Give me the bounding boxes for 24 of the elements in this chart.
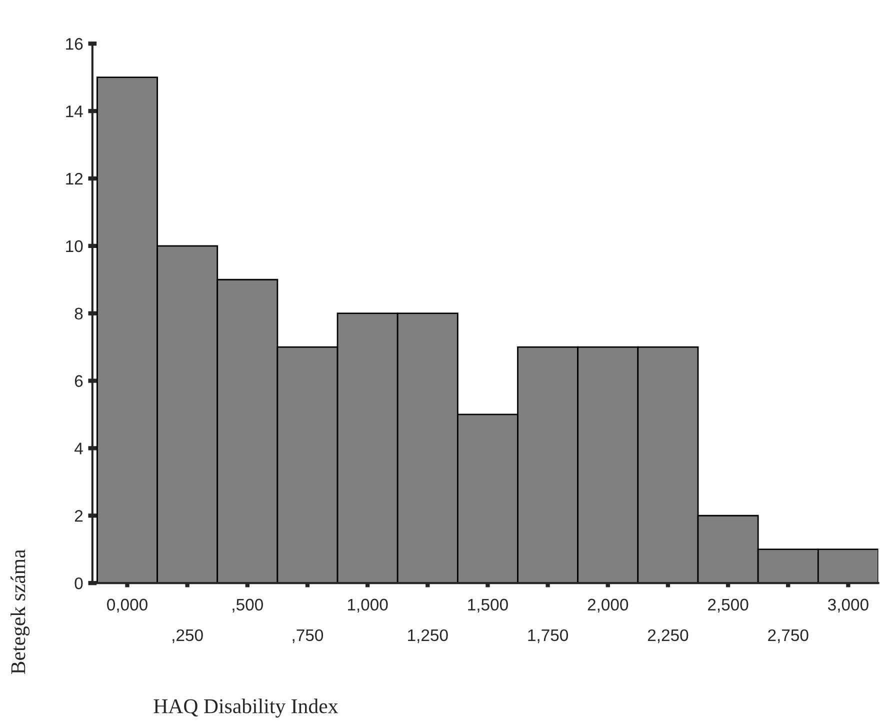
y-tick-label: 2: [74, 510, 83, 522]
x-tick-label: 3,000: [828, 598, 868, 613]
y-tick-label: 6: [74, 375, 83, 387]
y-tick-label: 14: [66, 106, 83, 118]
x-tick-label: 1,000: [348, 598, 388, 613]
x-tick-label: 2,500: [708, 598, 748, 613]
y-tick-label: 0: [74, 577, 83, 590]
y-tick-label: 4: [74, 442, 83, 454]
x-tick-label: 1,500: [468, 598, 508, 613]
x-tick-label: 1,250: [408, 629, 448, 644]
x-tick-label: 0,000: [107, 598, 148, 613]
x-axis-title: HAQ Disability Index: [154, 698, 338, 718]
x-tick-label: 2,250: [648, 629, 688, 644]
x-tick-label: ,750: [292, 629, 324, 644]
y-tick-label: 8: [74, 308, 83, 320]
y-tick-label: 16: [66, 38, 83, 50]
x-tick-label: ,250: [172, 629, 203, 644]
x-tick-label: 2,000: [588, 598, 628, 613]
x-tick-label: 2,750: [768, 629, 808, 644]
y-axis-title: Betegek száma: [10, 549, 30, 674]
x-tick-label: ,500: [232, 598, 263, 613]
y-tick-label: 12: [66, 172, 83, 185]
x-tick-label: 1,750: [528, 629, 568, 644]
y-tick-label: 10: [66, 240, 83, 252]
